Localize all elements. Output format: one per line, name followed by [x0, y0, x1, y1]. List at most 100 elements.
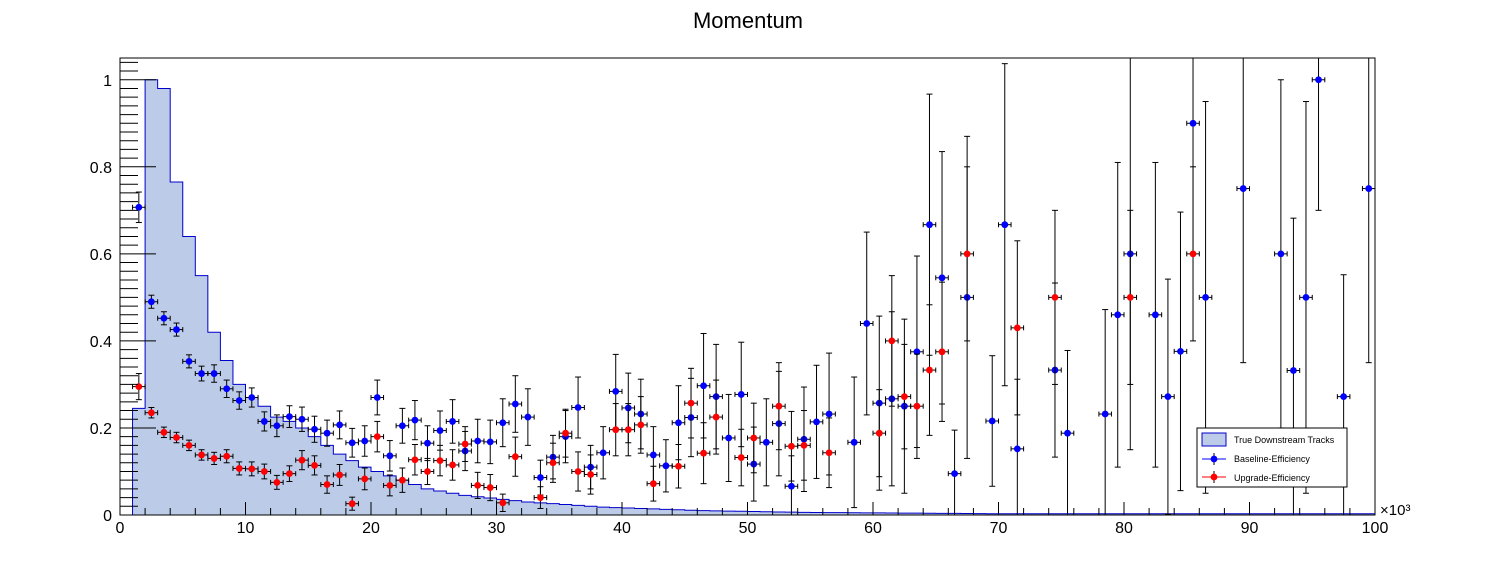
data-point [935, 281, 949, 422]
data-point [169, 431, 184, 444]
x-tick-label: 80 [1115, 520, 1133, 537]
marker [1064, 429, 1071, 437]
x-tick-label: 30 [488, 520, 506, 537]
data-point [809, 364, 824, 479]
data-point [847, 376, 861, 509]
marker [562, 429, 569, 437]
data-point [408, 400, 422, 441]
x-axis-multiplier-label: ×10³ [1380, 502, 1410, 519]
marker [185, 441, 193, 449]
marker [1001, 221, 1009, 229]
data-point [295, 450, 309, 471]
data-point [433, 444, 447, 477]
data-point [684, 367, 698, 439]
marker [235, 397, 243, 404]
marker [737, 454, 745, 461]
data-point [445, 449, 460, 481]
marker [913, 402, 921, 410]
data-point [232, 461, 246, 476]
marker [700, 449, 707, 457]
data-point [634, 396, 648, 454]
x-tick-label: 10 [237, 520, 255, 537]
marker [436, 457, 444, 464]
data-point [998, 63, 1012, 387]
marker [511, 400, 519, 408]
data-point [383, 440, 397, 472]
marker [549, 459, 557, 467]
marker [474, 482, 482, 489]
data-point [1186, 166, 1200, 342]
data-point [157, 426, 171, 439]
x-tick-label: 0 [116, 520, 125, 537]
data-point [445, 399, 460, 444]
data-point [383, 474, 397, 497]
data-point [784, 410, 799, 482]
data-point [357, 425, 372, 457]
marker [361, 475, 369, 483]
marker [449, 461, 456, 469]
marker [336, 471, 344, 479]
marker [725, 434, 733, 442]
data-point [1173, 211, 1188, 492]
data-point [194, 449, 209, 461]
marker [373, 394, 381, 401]
data-point [1161, 278, 1175, 515]
marker [1151, 311, 1159, 319]
ticks-layer: 0 10 20 30 40 50 60 70 80 90 100 0 0.2 0.4 0.6 0.8 1 [90, 61, 1389, 537]
marker [813, 418, 820, 426]
data-point [960, 166, 974, 342]
marker [1202, 293, 1209, 301]
series-layer [132, 57, 1376, 515]
marker [449, 418, 456, 425]
marker [424, 468, 431, 475]
data-point [947, 429, 962, 515]
data-point [1098, 309, 1112, 515]
marker [1101, 410, 1109, 418]
marker [537, 474, 544, 481]
data-point [922, 304, 937, 436]
marker [461, 440, 469, 448]
data-point [245, 387, 259, 408]
data-point [458, 426, 472, 462]
data-point [1010, 240, 1025, 416]
marker [185, 357, 193, 365]
x-tick-label: 40 [613, 520, 631, 537]
data-point [483, 474, 497, 502]
marker [537, 494, 544, 501]
marker [260, 418, 268, 425]
data-point [219, 449, 234, 464]
marker [737, 391, 745, 398]
data-point [671, 443, 686, 489]
data-point [759, 398, 774, 487]
data-point [508, 375, 523, 433]
data-point [245, 461, 259, 477]
data-point [1123, 209, 1138, 385]
data-point [433, 410, 447, 451]
marker [926, 366, 933, 374]
marker [1290, 367, 1297, 374]
data-point [558, 408, 573, 458]
marker [223, 385, 231, 393]
data-point [395, 407, 410, 444]
marker [938, 348, 946, 356]
marker [336, 421, 344, 429]
data-point [747, 402, 761, 474]
data-point [182, 439, 196, 452]
x-tick-label: 50 [739, 520, 757, 537]
y-tick-label: 0 [103, 508, 112, 525]
data-point [282, 465, 297, 482]
data-point [345, 496, 359, 511]
x-tick-label: 100 [1362, 520, 1389, 537]
data-point [219, 379, 234, 398]
legend: True Downstream Tracks Baseline-Efficien… [1196, 427, 1348, 488]
y-tick-label: 0.8 [90, 160, 112, 177]
data-point [608, 403, 623, 457]
data-point [621, 403, 636, 457]
marker [260, 468, 268, 475]
data-point [320, 475, 334, 494]
marker [424, 439, 431, 447]
data-point [583, 454, 598, 495]
marker [524, 413, 532, 421]
marker [624, 426, 632, 434]
legend-marker-upgrade [1210, 473, 1218, 481]
